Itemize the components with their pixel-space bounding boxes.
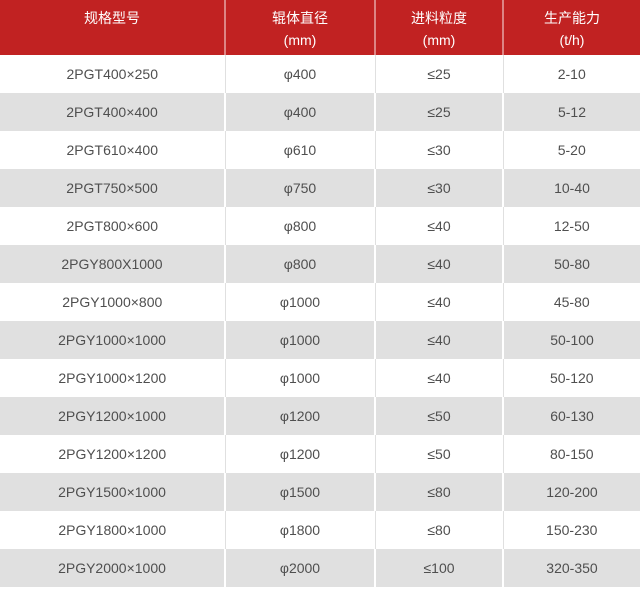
column-unit: (t/h) — [559, 32, 585, 48]
table-cell: 2PGY2000×1000 — [0, 549, 226, 587]
table-cell: 5-12 — [503, 93, 640, 131]
table-cell: 2PGY1500×1000 — [0, 473, 226, 511]
table-cell: 12-50 — [503, 207, 640, 245]
table-cell: 5-20 — [503, 131, 640, 169]
table-row: 2PGY1200×1200 φ1200 ≤50 80-150 — [0, 435, 640, 473]
table-cell: φ1800 — [225, 511, 376, 549]
column-header-roller-diameter: 辊体直径 (mm) — [225, 0, 376, 55]
table-cell: φ2000 — [225, 549, 376, 587]
table-row: 2PGY1000×1000 φ1000 ≤40 50-100 — [0, 321, 640, 359]
table-cell: ≤50 — [375, 435, 504, 473]
table-row: 2PGT400×250 φ400 ≤25 2-10 — [0, 55, 640, 93]
table-cell: φ800 — [225, 245, 376, 283]
table-row: 2PGT800×600 φ800 ≤40 12-50 — [0, 207, 640, 245]
table-cell: φ400 — [225, 55, 376, 93]
column-header-model: 规格型号 — [0, 0, 226, 55]
table-row: 2PGT610×400 φ610 ≤30 5-20 — [0, 131, 640, 169]
column-header-feed-size: 进料粒度 (mm) — [375, 0, 504, 55]
table-cell: φ750 — [225, 169, 376, 207]
table-cell: 150-230 — [503, 511, 640, 549]
table-cell: 120-200 — [503, 473, 640, 511]
table-row: 2PGY1800×1000 φ1800 ≤80 150-230 — [0, 511, 640, 549]
table-cell: 10-40 — [503, 169, 640, 207]
column-unit: (mm) — [283, 32, 317, 48]
table-row: 2PGY1000×1200 φ1000 ≤40 50-120 — [0, 359, 640, 397]
table-cell: φ400 — [225, 93, 376, 131]
column-title: 进料粒度 — [411, 10, 467, 26]
table-cell: φ800 — [225, 207, 376, 245]
table-cell: 50-80 — [503, 245, 640, 283]
table-row: 2PGT400×400 φ400 ≤25 5-12 — [0, 93, 640, 131]
table-cell: 80-150 — [503, 435, 640, 473]
table-row: 2PGY800X1000 φ800 ≤40 50-80 — [0, 245, 640, 283]
table-cell: φ1000 — [225, 283, 376, 321]
table-cell: ≤100 — [375, 549, 504, 587]
table-cell: 2PGT400×400 — [0, 93, 226, 131]
table-cell: ≤40 — [375, 283, 504, 321]
table-cell: 2PGT400×250 — [0, 55, 226, 93]
table-header: 规格型号 辊体直径 (mm) 进料粒度 (mm) 生产能力 (t/h) — [0, 0, 640, 55]
table-cell: 2PGY1200×1000 — [0, 397, 226, 435]
column-title: 规格型号 — [84, 10, 140, 26]
table-cell: 50-100 — [503, 321, 640, 359]
table-cell: 320-350 — [503, 549, 640, 587]
table-row: 2PGY1000×800 φ1000 ≤40 45-80 — [0, 283, 640, 321]
table-cell: ≤50 — [375, 397, 504, 435]
table-cell: ≤25 — [375, 93, 504, 131]
table-cell: 50-120 — [503, 359, 640, 397]
table-cell: 2PGY1000×1000 — [0, 321, 226, 359]
table-cell: φ1000 — [225, 359, 376, 397]
table-cell: 2PGY1000×1200 — [0, 359, 226, 397]
header-row: 规格型号 辊体直径 (mm) 进料粒度 (mm) 生产能力 (t/h) — [0, 0, 640, 55]
column-title: 辊体直径 — [272, 10, 328, 26]
table-cell: ≤30 — [375, 169, 504, 207]
column-header-capacity: 生产能力 (t/h) — [503, 0, 640, 55]
table-cell: 2PGY1200×1200 — [0, 435, 226, 473]
table-cell: φ1500 — [225, 473, 376, 511]
table-cell: ≤40 — [375, 359, 504, 397]
table-cell: ≤25 — [375, 55, 504, 93]
table-cell: 60-130 — [503, 397, 640, 435]
table-cell: 45-80 — [503, 283, 640, 321]
column-title: 生产能力 — [544, 10, 600, 26]
table-cell: 2-10 — [503, 55, 640, 93]
table-cell: ≤30 — [375, 131, 504, 169]
table-cell: ≤40 — [375, 207, 504, 245]
table-cell: ≤80 — [375, 511, 504, 549]
table-row: 2PGY2000×1000 φ2000 ≤100 320-350 — [0, 549, 640, 587]
table-cell: 2PGT610×400 — [0, 131, 226, 169]
table-body: 2PGT400×250 φ400 ≤25 2-10 2PGT400×400 φ400 ≤25… — [0, 55, 640, 587]
table-cell: 2PGY1000×800 — [0, 283, 226, 321]
table-cell: φ1000 — [225, 321, 376, 359]
table-cell: 2PGY1800×1000 — [0, 511, 226, 549]
table-cell: 2PGT800×600 — [0, 207, 226, 245]
column-unit: (mm) — [422, 32, 456, 48]
table-row: 2PGY1500×1000 φ1500 ≤80 120-200 — [0, 473, 640, 511]
table-cell: 2PGT750×500 — [0, 169, 226, 207]
table-cell: φ610 — [225, 131, 376, 169]
table-cell: 2PGY800X1000 — [0, 245, 226, 283]
table-row: 2PGY1200×1000 φ1200 ≤50 60-130 — [0, 397, 640, 435]
table-cell: φ1200 — [225, 397, 376, 435]
table-row: 2PGT750×500 φ750 ≤30 10-40 — [0, 169, 640, 207]
table-cell: ≤40 — [375, 321, 504, 359]
table-cell: ≤40 — [375, 245, 504, 283]
table-cell: φ1200 — [225, 435, 376, 473]
table-cell: ≤80 — [375, 473, 504, 511]
